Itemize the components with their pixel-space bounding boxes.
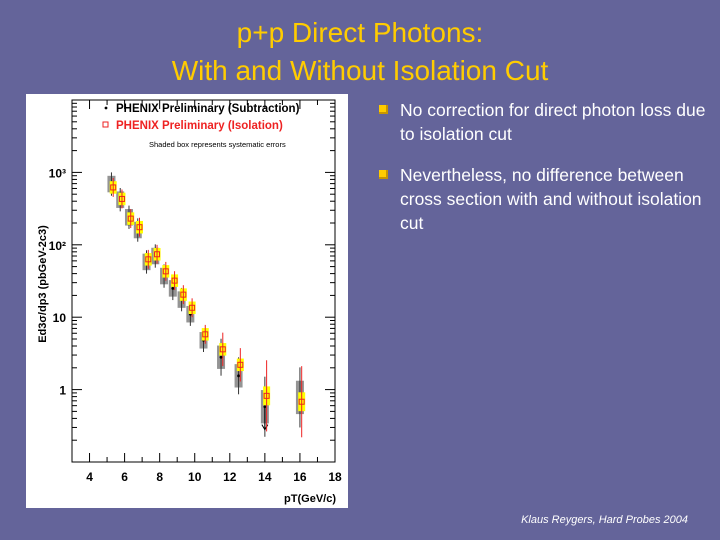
x-tick-label: 10 xyxy=(188,470,202,484)
legend: PHENIX Preliminary (Subtraction) PHENIX … xyxy=(102,103,300,149)
isolation-point xyxy=(110,184,117,191)
y-tick-label: 1 xyxy=(59,384,66,398)
isolation-point xyxy=(154,251,161,258)
x-tick-label: 18 xyxy=(328,470,342,484)
x-tick-label: 14 xyxy=(258,470,272,484)
isolation-point xyxy=(189,304,196,311)
bullet-square-icon xyxy=(379,170,388,179)
y-tick-label: 10 xyxy=(53,311,67,325)
x-tick-label: 4 xyxy=(86,470,93,484)
bullet-square-icon xyxy=(379,105,388,114)
x-tick-label: 16 xyxy=(293,470,307,484)
y-axis-label: Ed3σ/dp3 (pbGeV-2c3) xyxy=(37,225,49,343)
x-axis-label: pT(GeV/c) xyxy=(284,493,336,505)
isolation-point xyxy=(145,256,152,263)
y-tick-label: 10³ xyxy=(49,166,66,180)
bullet-text-1: No correction for direct photon loss due… xyxy=(400,100,706,144)
slide-title-line-2: With and Without Isolation Cut xyxy=(171,55,549,86)
legend-marker-isolation xyxy=(102,121,109,128)
y-tick-label: 10² xyxy=(49,239,66,253)
plot-frame xyxy=(71,99,336,463)
legend-marker-subtraction xyxy=(104,106,108,110)
chart-panel: 4 6 8 10 12 14 16 18 1 10 10² 10³ Ed3σ/dp3 (pbGeV-2… xyxy=(26,94,348,508)
x-tick-label: 12 xyxy=(223,470,237,484)
x-tick-label: 8 xyxy=(156,470,163,484)
isolation-point xyxy=(263,392,270,399)
legend-note: Shaded box represents systematic errors xyxy=(149,140,286,149)
bullet-list: No correction for direct photon loss due… xyxy=(376,98,706,252)
subtraction-point xyxy=(171,286,175,290)
isolation-point xyxy=(202,331,209,338)
legend-entry-isolation: PHENIX Preliminary (Isolation) xyxy=(116,120,283,132)
labels-layer: Ed3σ/dp3 (pbGeV-2c3) pT(GeV/c) xyxy=(37,225,336,505)
isolation-point xyxy=(180,291,187,298)
subtraction-point xyxy=(237,374,240,378)
isolation-point xyxy=(136,224,143,231)
slide-title: p+p Direct Photons: With and Without Iso… xyxy=(0,14,720,90)
slide-title-line-1: p+p Direct Photons: xyxy=(236,17,484,48)
isolation-point xyxy=(298,398,305,405)
bullet-item-1: No correction for direct photon loss due… xyxy=(376,98,706,146)
frame-layer xyxy=(71,99,336,463)
chart-svg: 4 6 8 10 12 14 16 18 1 10 10² 10³ Ed3σ/dp3 (pbGeV-2… xyxy=(26,94,348,508)
isolation-point xyxy=(162,268,169,275)
subtraction-point xyxy=(263,405,267,409)
subtraction-point xyxy=(219,355,223,359)
isolation-point xyxy=(127,215,134,222)
bullet-item-2: Nevertheless, no difference between cros… xyxy=(376,163,706,235)
chart-background xyxy=(26,94,348,508)
isolation-point xyxy=(219,346,226,353)
isolation-point xyxy=(237,361,244,368)
x-tick-label: 6 xyxy=(121,470,128,484)
footer-credit: Klaus Reygers, Hard Probes 2004 xyxy=(521,514,688,526)
isolation-point xyxy=(118,195,125,202)
legend-entry-subtraction: PHENIX Preliminary (Subtraction) xyxy=(116,103,300,115)
points-layer xyxy=(107,172,306,438)
bullet-text-2: Nevertheless, no difference between cros… xyxy=(400,165,702,233)
isolation-point xyxy=(171,277,178,284)
